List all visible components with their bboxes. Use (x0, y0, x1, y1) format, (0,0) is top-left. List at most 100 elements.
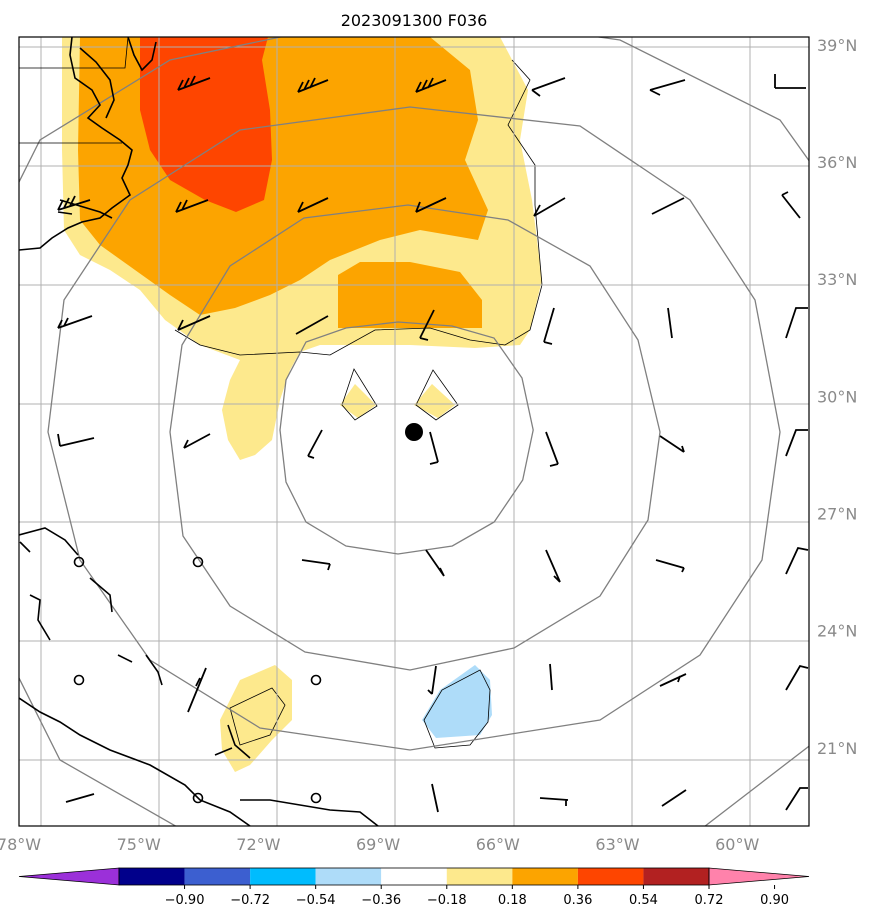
wind-barb (295, 315, 329, 335)
range-ring-2 (169, 204, 661, 671)
latitude-tick-label: 21°N (817, 739, 857, 758)
wind-barb (431, 783, 439, 813)
calm-circle (310, 674, 322, 686)
wind-barb (667, 307, 673, 339)
contour-center-1 (341, 368, 378, 421)
wind-barb (177, 75, 211, 91)
contour-center-2 (415, 369, 459, 421)
state-borders (19, 37, 129, 144)
wind-barb (774, 74, 806, 89)
wind-barb (659, 435, 685, 453)
wind-barb (57, 315, 93, 329)
wind-barb (307, 429, 323, 459)
colorbar-tick-label: −0.72 (230, 893, 270, 908)
coast-us-east (19, 37, 133, 251)
wind-barb (785, 664, 809, 691)
colorbar-segment (446, 868, 513, 885)
colorbar-tick-label: 0.36 (563, 893, 592, 908)
coast-delaware (127, 37, 157, 72)
state-border-md-pa (19, 37, 129, 69)
wind-barb (419, 309, 435, 341)
figure-title: 2023091300 F036 (341, 11, 488, 30)
wind-barb (297, 197, 329, 213)
coast-sounds (57, 199, 113, 219)
contour-north (174, 59, 543, 356)
wind-barbs (57, 74, 809, 813)
wind-barb (539, 797, 569, 806)
colorbar-tick-label: 0.54 (629, 893, 658, 908)
colorbar-segment (184, 868, 251, 885)
wind-barb (65, 793, 95, 803)
coastlines (19, 37, 379, 826)
wind-barb (545, 431, 559, 467)
calm-circle (192, 792, 204, 804)
wind-barb (785, 787, 808, 811)
wind-barb (649, 79, 686, 96)
wind-barb (427, 665, 437, 695)
colorbar-tick-label: −0.36 (361, 893, 401, 908)
range-rings (19, 37, 809, 826)
longitude-tick-label: 72°W (236, 835, 280, 854)
wind-barb (57, 433, 95, 447)
colorbar-extend-high (708, 867, 810, 886)
latitude-tick-label: 39°N (817, 36, 857, 55)
latitude-tick-label: 33°N (817, 270, 857, 289)
colorbar-extend-low (18, 867, 120, 886)
wind-barb (661, 789, 687, 807)
wind-barb (429, 431, 439, 465)
calm-wind-markers (73, 556, 322, 804)
colorbar-segment (250, 868, 316, 885)
wind-barb (533, 197, 566, 217)
coast-cuba (19, 697, 251, 826)
calm-circle (310, 792, 322, 804)
coast-chesapeake (79, 47, 115, 119)
coast-turks-caicos (214, 724, 251, 759)
wind-barb (183, 433, 211, 449)
calm-circle (73, 556, 85, 568)
yellow-region-south (220, 665, 292, 772)
colorbar-segment (119, 868, 185, 885)
colorbar-tick-label: −0.90 (165, 893, 205, 908)
contour-blue (423, 669, 491, 749)
longitude-tick-label: 75°W (117, 835, 161, 854)
wind-barb (545, 549, 561, 583)
calm-circle (192, 556, 204, 568)
wind-barb (781, 191, 801, 219)
orange-region-central (338, 262, 482, 328)
longitude-axis: 78°W 75°W 72°W 69°W 66°W 63°W 60°W (0, 835, 759, 854)
colorbar-outline (118, 867, 710, 886)
red-region (140, 37, 272, 212)
map-panel (19, 37, 809, 826)
wind-barb (425, 549, 445, 577)
longitude-tick-label: 78°W (0, 835, 41, 854)
wind-barb (549, 663, 553, 691)
wind-barb (543, 307, 555, 345)
longitude-tick-label: 63°W (595, 835, 639, 854)
longitude-tick-label: 66°W (476, 835, 520, 854)
latitude-tick-label: 24°N (817, 622, 857, 641)
colorbar-segment (643, 868, 709, 885)
wind-barb (415, 197, 447, 213)
colorbar-tick-label: 0.18 (498, 893, 527, 908)
yellow-patch-small-1 (340, 384, 376, 418)
wind-barb (301, 559, 331, 571)
shaded-field (62, 37, 542, 772)
colorbar-tick-label: 0.90 (760, 893, 789, 908)
graticule (19, 37, 809, 826)
wind-barb (187, 667, 207, 713)
coast-hispaniola (240, 799, 379, 826)
colorbar-segment (577, 868, 644, 885)
latitude-tick-label: 27°N (817, 505, 857, 524)
latitude-axis: 39°N 36°N 33°N 30°N 27°N 24°N 21°N (817, 36, 857, 758)
wind-barb (57, 195, 91, 211)
wind-barb (415, 77, 447, 93)
latitude-tick-label: 30°N (817, 387, 857, 406)
wind-barb (651, 197, 685, 215)
wind-barb (785, 307, 808, 339)
wind-barb (177, 315, 211, 331)
wind-barb (655, 559, 685, 573)
colorbar-segment (512, 868, 578, 885)
contour-lines (174, 59, 543, 749)
wind-barb (659, 673, 687, 687)
longitude-tick-label: 69°W (356, 835, 400, 854)
